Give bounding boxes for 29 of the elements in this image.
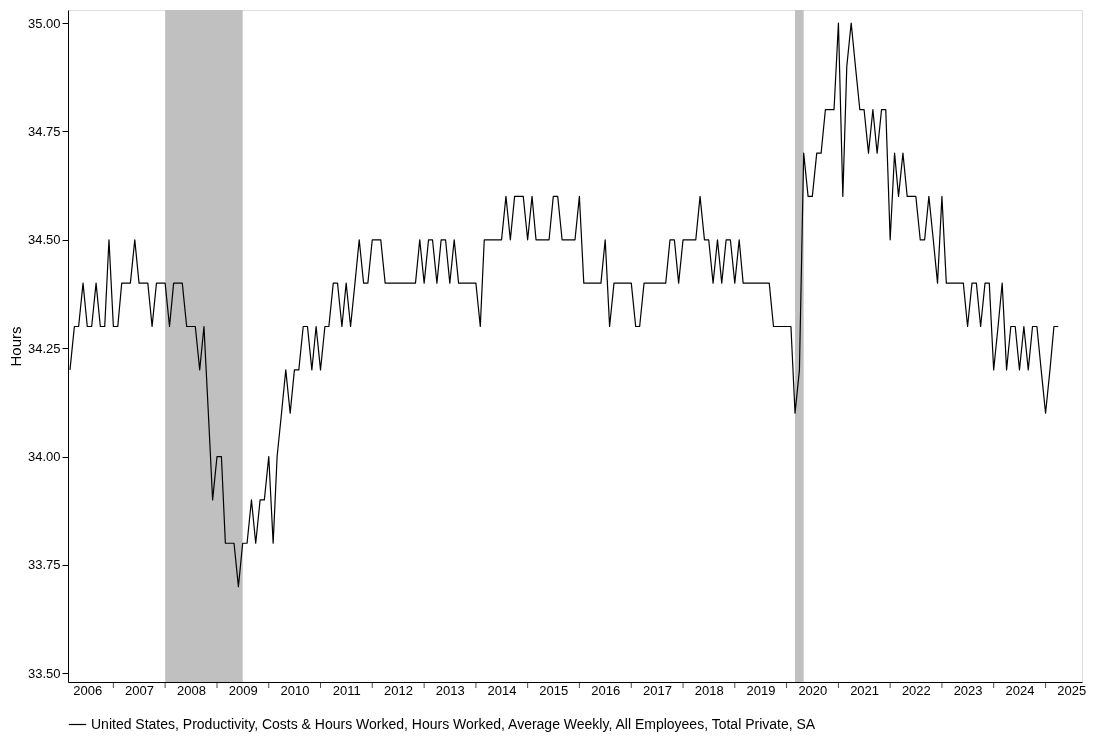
y-tick-label: 33.75 bbox=[27, 557, 61, 573]
x-tick-label: 2013 bbox=[435, 682, 465, 698]
x-tick-label: 2025 bbox=[1057, 682, 1087, 698]
y-tick-label: 33.50 bbox=[27, 665, 61, 681]
x-tick-label: 2014 bbox=[487, 682, 517, 698]
x-tick-label: 2015 bbox=[539, 682, 569, 698]
x-tick-label: 2022 bbox=[901, 682, 931, 698]
y-tick-label: 35.00 bbox=[27, 15, 61, 31]
x-tick-label: 2009 bbox=[228, 682, 258, 698]
y-tick-label: 34.00 bbox=[27, 449, 61, 465]
x-tick-label: 2024 bbox=[1005, 682, 1035, 698]
x-tick-label: 2019 bbox=[746, 682, 776, 698]
y-tick-label: 34.25 bbox=[27, 340, 61, 356]
x-tick-label: 2008 bbox=[176, 682, 206, 698]
y-tick-label: 34.50 bbox=[27, 232, 61, 248]
x-tick-label: 2017 bbox=[642, 682, 672, 698]
y-axis-title: Hours bbox=[6, 326, 24, 367]
x-tick-label: 2012 bbox=[384, 682, 414, 698]
x-tick-label: 2023 bbox=[953, 682, 983, 698]
x-tick-label: 2016 bbox=[591, 682, 621, 698]
x-tick-label: 2021 bbox=[850, 682, 880, 698]
legend-label: United States, Productivity, Costs & Hours Worked, Hours Worked, Average Weekly, All Employees, Total Private, SA bbox=[91, 715, 816, 732]
x-tick-label: 2018 bbox=[694, 682, 724, 698]
y-tick-label: 34.75 bbox=[27, 123, 61, 139]
x-tick-label: 2011 bbox=[332, 682, 361, 698]
x-tick-label: 2010 bbox=[280, 682, 310, 698]
x-tick-label: 2006 bbox=[73, 682, 103, 698]
x-tick-label: 2020 bbox=[798, 682, 828, 698]
x-tick-label: 2007 bbox=[125, 682, 154, 698]
